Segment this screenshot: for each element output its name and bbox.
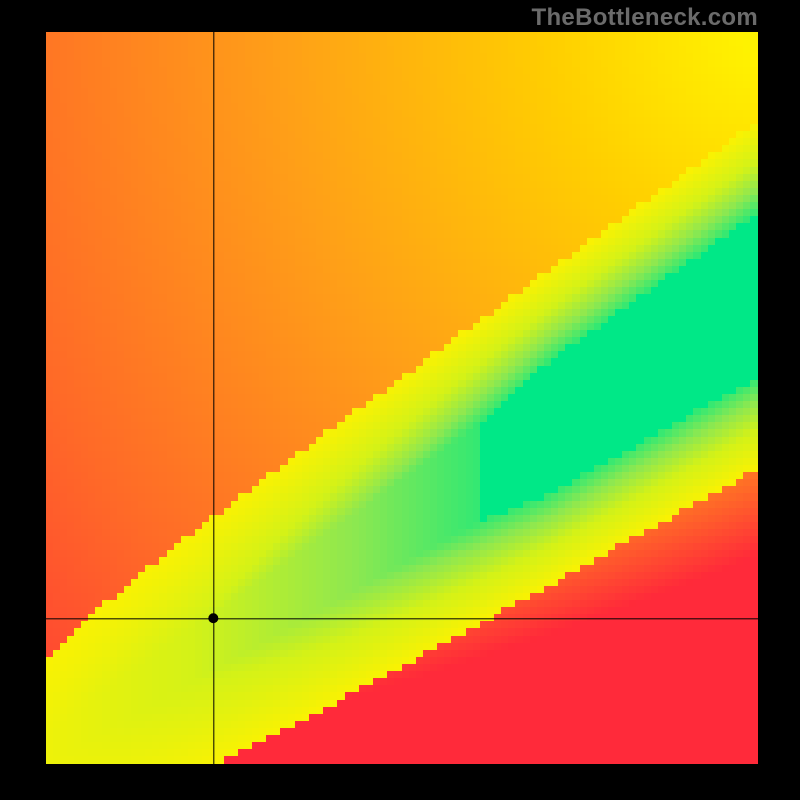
- crosshair-overlay: [46, 32, 758, 764]
- watermark-text: TheBottleneck.com: [532, 4, 758, 32]
- plot-area: [46, 32, 758, 764]
- chart-container: TheBottleneck.com: [0, 0, 800, 800]
